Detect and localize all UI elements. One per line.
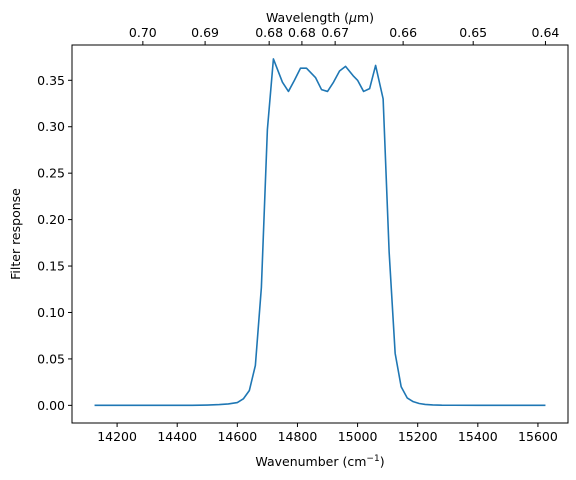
x-axis-label: Wavenumber (cm−1) [255, 454, 384, 469]
x-tick-label: 14800 [278, 429, 318, 444]
y-tick-label: 0.20 [37, 212, 65, 227]
x-tick-label: 14200 [97, 429, 137, 444]
x-tick-label: 15000 [338, 429, 378, 444]
y-tick-label: 0.35 [37, 73, 65, 88]
x2-tick-label: 0.64 [532, 25, 560, 40]
x2-tick-label: 0.68 [255, 25, 283, 40]
x-tick-label: 15200 [398, 429, 438, 444]
y-tick-label: 0.30 [37, 119, 65, 134]
x-tick-label: 15600 [518, 429, 558, 444]
plot-frame [71, 44, 569, 424]
x-tick-label: 14600 [217, 429, 257, 444]
y-tick-label: 0.10 [37, 305, 65, 320]
y-tick-label: 0.05 [37, 351, 65, 366]
top-axis-label: Wavelength (μm) [266, 10, 374, 25]
ticks-layer: 14200 14400 14600 14800 15000 15200 15400 15600… [37, 25, 559, 444]
x2-tick-label: 0.67 [321, 25, 349, 40]
x2-tick-label: 0.66 [389, 25, 417, 40]
x2-tick-label: 0.68 [288, 25, 316, 40]
x-tick-label: 14400 [157, 429, 197, 444]
x2-tick-label: 0.70 [129, 25, 157, 40]
y-axis-label: Filter response [8, 188, 23, 280]
series-line [94, 58, 546, 407]
y-tick-label: 0.25 [37, 166, 65, 181]
y-tick-label: 0.00 [37, 398, 65, 413]
y-tick-label: 0.15 [37, 259, 65, 274]
x2-tick-label: 0.65 [459, 25, 487, 40]
x2-tick-label: 0.69 [191, 25, 219, 40]
x-tick-label: 15400 [458, 429, 498, 444]
